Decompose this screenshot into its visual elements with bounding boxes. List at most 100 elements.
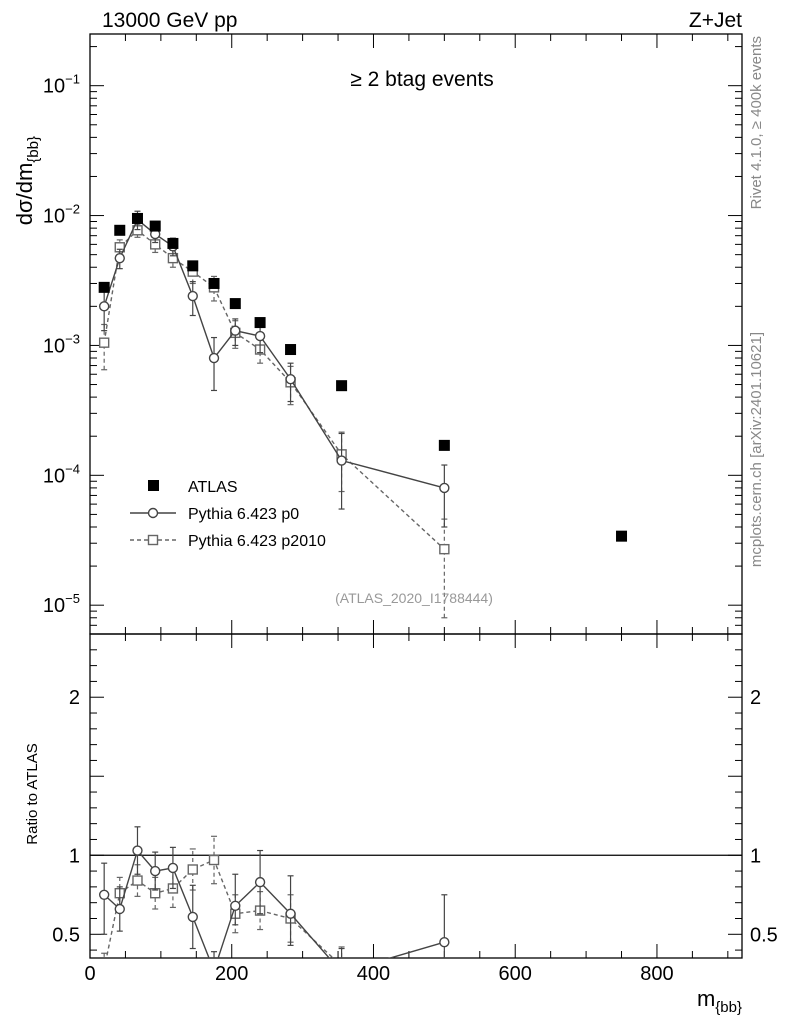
analysis-annotation: (ATLAS_2020_I1788444): [335, 590, 493, 606]
data-point-p0: [337, 968, 346, 977]
main-plot-area: [98, 210, 628, 619]
data-point-p2010: [132, 875, 143, 886]
ratio-plot-area: [90, 826, 742, 993]
data-point-p2010: [439, 543, 450, 555]
data-point-atlas: [229, 298, 241, 310]
y-tick-label-base: 10: [43, 335, 65, 357]
header-left: 13000 GeV pp: [102, 9, 237, 32]
x-tick-label: 200: [215, 963, 248, 985]
main-y-label-text: dσ/dm: [12, 163, 37, 226]
series-pythia-6-423-p0: [98, 826, 450, 977]
y-tick-label-exp: −2: [65, 202, 80, 217]
main-x-ticks: [124, 34, 729, 634]
legend-label: Pythia 6.423 p0: [188, 506, 299, 523]
y-tick-label: 10−4: [43, 461, 80, 487]
series-line: [103, 849, 445, 958]
data-point-atlas: [208, 277, 220, 289]
data-point-p2010: [100, 965, 109, 974]
data-point-p0: [114, 903, 125, 915]
data-point-p0: [187, 290, 198, 302]
legend-item: ATLAS: [148, 479, 238, 496]
data-point-p2010: [98, 337, 110, 348]
data-point-p0: [147, 507, 159, 519]
x-tick-label: 400: [357, 963, 390, 985]
ratio-y-tick-label-right: 2: [750, 687, 761, 709]
data-point-p0: [149, 865, 161, 877]
data-point-p0: [285, 908, 296, 919]
series-line: [105, 859, 335, 958]
data-point-atlas: [131, 212, 143, 224]
main-panel: 10−110−210−310−410−5 ≥ 2 btag events (AT…: [12, 33, 743, 635]
y-tick-label-base: 10: [43, 206, 65, 228]
series-line: [103, 218, 445, 489]
data-point-atlas: [616, 530, 628, 542]
y-tick-label-exp: −4: [65, 461, 80, 476]
y-tick-label-base: 10: [43, 465, 65, 487]
panel-title: ≥ 2 btag events: [350, 68, 493, 91]
data-point-atlas: [336, 380, 348, 392]
x-axis-label-sub: {bb}: [715, 999, 742, 1016]
mcplots-label: mcplots.cern.ch [arXiv:2401.10621]: [748, 332, 765, 567]
data-point-p0: [254, 876, 266, 888]
ratio-y-tick-label-right: 0.5: [750, 924, 778, 946]
data-point-atlas: [438, 439, 450, 451]
y-tick-label-exp: −1: [65, 72, 80, 87]
data-point-p0: [98, 889, 110, 900]
series-pythia-6-423-p2010: [100, 835, 449, 993]
main-y-label-sub: {bb}: [25, 136, 42, 163]
data-point-atlas: [254, 317, 266, 329]
rivet-label: Rivet 4.1.0, ≥ 400k events: [748, 36, 765, 209]
ratio-frame: [89, 633, 743, 959]
legend-item: Pythia 6.423 p2010: [130, 533, 326, 550]
data-point-p2010: [147, 534, 159, 546]
x-axis-label: m{bb}: [697, 986, 742, 1016]
ratio-y-label: Ratio to ATLAS: [24, 743, 41, 844]
ratio-y-tick-label-left: 0.5: [52, 924, 80, 946]
data-point-atlas: [285, 344, 297, 356]
svg-text:dσ/dm{bb}: dσ/dm{bb}: [12, 136, 42, 225]
data-point-p0: [439, 936, 450, 948]
x-tick-label: 0: [84, 963, 95, 985]
y-tick-label: 10−2: [43, 202, 80, 228]
legend-marker-atlas: [148, 480, 159, 491]
data-point-p2010: [337, 961, 346, 970]
series-atlas: [98, 212, 628, 542]
x-axis-label-text: m: [697, 986, 715, 1011]
x-tick-label: 600: [499, 963, 532, 985]
ratio-y-axis: 0.5 0.5 1 1 2 2: [52, 633, 778, 951]
data-point-p0: [187, 911, 198, 923]
data-point-p0: [285, 373, 296, 385]
y-tick-label-base: 10: [43, 76, 65, 98]
legend-label: Pythia 6.423 p2010: [188, 533, 326, 550]
data-point-p0: [98, 301, 110, 312]
data-point-p0: [439, 482, 450, 494]
ratio-y-tick-label-left: 1: [69, 845, 80, 867]
data-point-atlas: [114, 224, 126, 236]
data-point-atlas: [167, 237, 179, 249]
data-point-p2010: [440, 984, 449, 993]
data-point-p0: [254, 330, 266, 342]
data-point-atlas: [187, 260, 199, 272]
series-pythia-6-423-p2010: [98, 223, 450, 619]
y-tick-label: 10−1: [43, 72, 80, 98]
ratio-y-tick-label-right: 1: [750, 845, 761, 867]
data-point-p0: [208, 352, 220, 364]
data-point-p0: [336, 455, 347, 466]
y-tick-label-exp: −5: [65, 591, 80, 606]
y-tick-label: 10−3: [43, 331, 80, 357]
legend: ATLAS Pythia 6.423 p0 Pythia 6.423 p2010: [130, 479, 326, 550]
y-tick-label: 10−5: [43, 591, 80, 617]
data-point-p0: [132, 845, 143, 856]
y-tick-label-base: 10: [43, 595, 65, 617]
series-pythia-6-423-p0: [98, 210, 450, 528]
data-point-p2010: [208, 854, 220, 866]
x-tick-label: 800: [640, 963, 673, 985]
data-point-p0: [167, 862, 179, 874]
data-point-p0: [230, 900, 241, 912]
legend-item: Pythia 6.423 p0: [130, 506, 299, 523]
main-y-label: dσ/dm{bb}: [12, 136, 42, 225]
ratio-y-tick-label-left: 2: [69, 687, 80, 709]
data-point-atlas: [149, 220, 161, 232]
data-point-p2010: [187, 864, 198, 875]
